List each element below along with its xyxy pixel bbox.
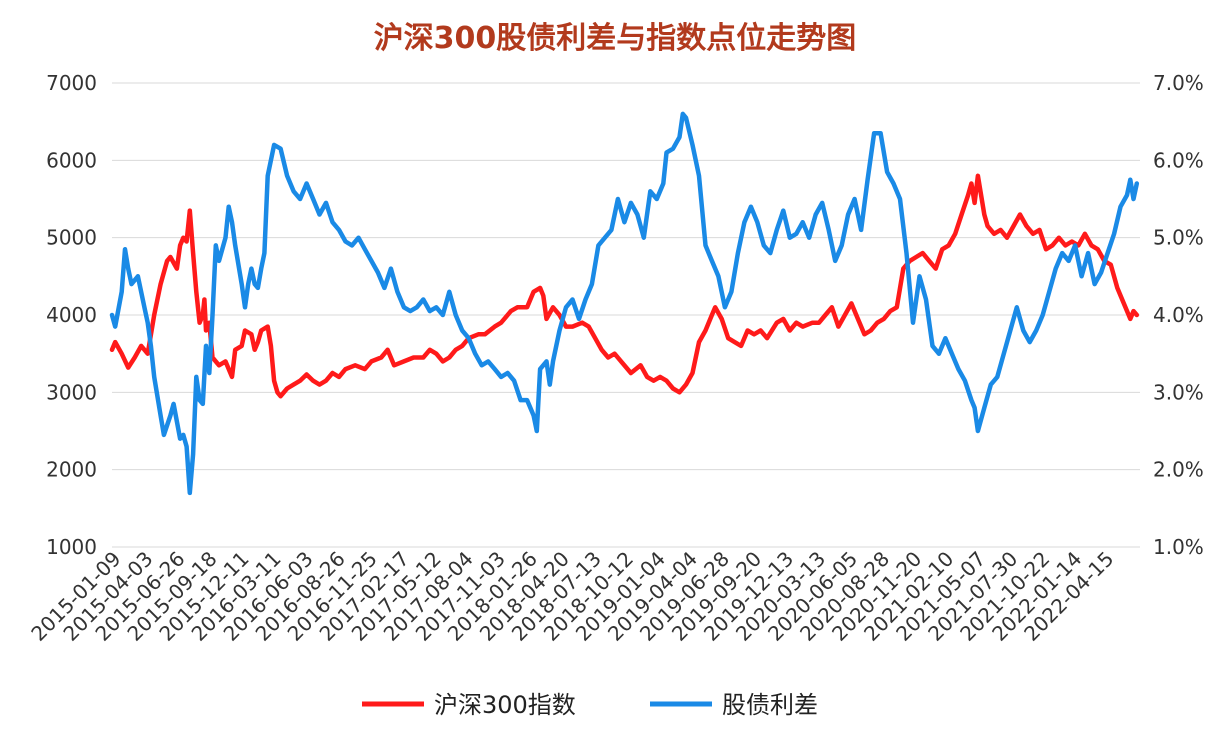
right-y-tick-label: 7.0% — [1153, 71, 1204, 95]
x-axis: 2015-01-092015-04-032015-06-262015-09-18… — [26, 547, 1118, 646]
left-y-tick-label: 3000 — [46, 380, 97, 404]
left-y-tick-label: 7000 — [46, 71, 97, 95]
right-y-tick-label: 1.0% — [1153, 535, 1204, 559]
left-y-tick-label: 5000 — [46, 226, 97, 250]
legend-label-csi300: 沪深300指数 — [434, 691, 576, 719]
left-y-tick-label: 6000 — [46, 148, 97, 172]
left-y-axis: 1000 2000 3000 4000 5000 6000 7000 — [46, 71, 97, 559]
left-y-tick-label: 2000 — [46, 458, 97, 482]
right-y-tick-label: 5.0% — [1153, 226, 1204, 250]
right-y-axis: 1.0% 2.0% 3.0% 4.0% 5.0% 6.0% 7.0% — [1153, 71, 1204, 559]
right-y-tick-label: 2.0% — [1153, 458, 1204, 482]
right-y-tick-label: 3.0% — [1153, 380, 1204, 404]
legend: 沪深300指数 股债利差 — [362, 691, 818, 719]
series-line-csi300 — [109, 173, 1140, 399]
legend-label-spread: 股债利差 — [722, 691, 818, 719]
chart-title: 沪深300股债利差与指数点位走势图 — [374, 21, 857, 56]
left-y-tick-label: 1000 — [46, 535, 97, 559]
series-lines — [109, 111, 1140, 496]
left-y-tick-label: 4000 — [46, 303, 97, 327]
right-y-tick-label: 6.0% — [1153, 148, 1204, 172]
right-y-tick-label: 4.0% — [1153, 303, 1204, 327]
series-line-spread — [109, 111, 1140, 496]
gridlines — [112, 82, 1140, 548]
